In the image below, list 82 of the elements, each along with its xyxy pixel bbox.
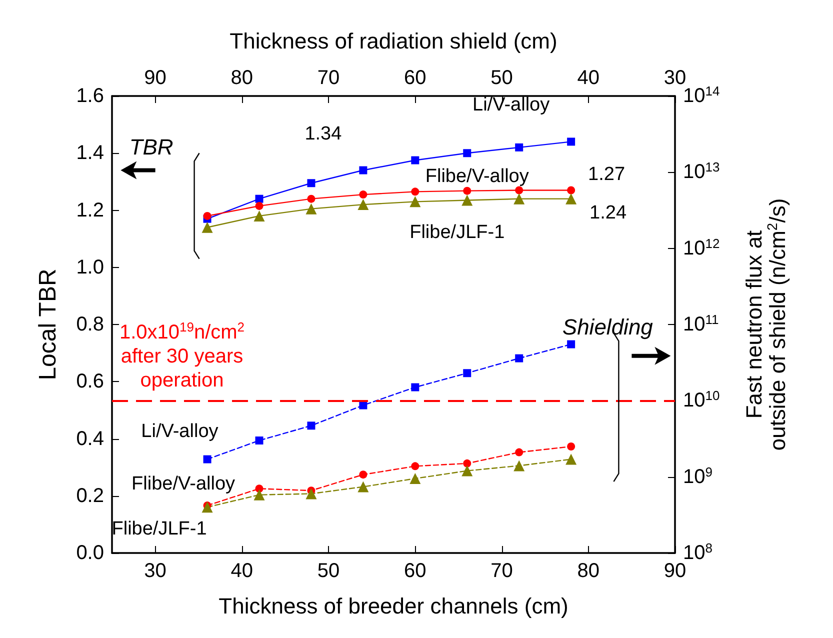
x2-tick-label: 40 — [577, 67, 600, 89]
point — [255, 202, 264, 210]
y-tick-label: 1.0 — [76, 256, 104, 278]
point — [254, 489, 265, 500]
point — [515, 186, 524, 194]
x-axis-title: Thickness of breeder channels (cm) — [218, 594, 568, 618]
point — [255, 194, 264, 203]
point — [463, 186, 472, 195]
point — [462, 465, 473, 476]
x-tick-label: 30 — [144, 560, 166, 582]
annotation: TBR — [129, 134, 174, 160]
point — [463, 369, 472, 378]
point — [462, 194, 473, 206]
data-label: 1.27 — [588, 164, 626, 185]
y-tick-label: 0.8 — [76, 314, 104, 336]
series-label: Flibe/V-alloy — [425, 166, 530, 187]
point — [514, 193, 525, 204]
x-tick-label: 50 — [317, 560, 340, 582]
point — [567, 340, 576, 348]
point — [567, 138, 576, 146]
point — [307, 179, 316, 188]
point — [515, 448, 524, 456]
x-tick-label: 60 — [404, 560, 426, 582]
x-tick-label: 40 — [230, 560, 254, 582]
y-tick-label: 0.0 — [76, 542, 104, 564]
point — [359, 470, 368, 479]
point — [359, 401, 368, 410]
x2-tick-label: 90 — [144, 67, 166, 89]
y-tick-label: 1.2 — [76, 199, 104, 222]
x-tick-label: 90 — [664, 560, 686, 582]
point — [411, 156, 420, 164]
point — [411, 462, 420, 470]
point — [411, 383, 420, 392]
point — [410, 473, 421, 484]
point — [307, 422, 316, 430]
x2-tick-label: 80 — [230, 67, 254, 89]
y-tick-label: 0.2 — [76, 484, 104, 507]
point — [567, 186, 576, 194]
y-tick-label: 1.6 — [76, 85, 104, 107]
y-tick-label: 0.4 — [76, 428, 104, 450]
point — [463, 149, 472, 158]
series-label: Flibe/JLF-1 — [410, 222, 505, 243]
x2-axis-title: Thickness of radiation shield (cm) — [230, 28, 558, 54]
point — [359, 166, 368, 174]
point — [567, 442, 576, 451]
point — [566, 454, 577, 465]
x2-tick-label: 60 — [404, 67, 426, 89]
point — [411, 188, 420, 196]
point — [255, 436, 264, 444]
point — [463, 459, 472, 468]
point — [358, 481, 369, 492]
y-tick-label: 1.4 — [76, 142, 104, 164]
point — [359, 190, 368, 199]
point — [203, 212, 212, 220]
x-tick-label: 80 — [577, 560, 600, 582]
x2-tick-label: 70 — [317, 67, 340, 89]
series-label: Li/V-alloy — [141, 420, 219, 442]
point — [202, 222, 213, 233]
series-label: Li/V-alloy — [472, 94, 550, 116]
point — [306, 203, 317, 214]
annotation: Shielding — [562, 314, 654, 340]
point — [410, 196, 421, 208]
point — [254, 210, 265, 222]
x2-tick-label: 50 — [490, 67, 513, 89]
y-axis-title: Local TBR — [34, 268, 62, 380]
series-label: Flibe/JLF-1 — [112, 518, 207, 540]
point — [514, 460, 525, 472]
point — [515, 143, 524, 152]
y2-axis-title: Fast neutron flux at outside of shield (n/cm2/s) — [742, 198, 790, 451]
data-label: 1.24 — [590, 202, 627, 224]
y-tick-label: 0.6 — [76, 370, 104, 393]
point — [515, 354, 524, 362]
point — [358, 199, 369, 210]
x2-tick-label: 30 — [664, 67, 686, 89]
point — [203, 455, 212, 464]
x-tick-label: 70 — [490, 560, 513, 582]
point — [306, 488, 317, 500]
point — [202, 502, 213, 513]
data-label: 1.34 — [304, 123, 342, 144]
series-label: Flibe/V-alloy — [132, 474, 236, 495]
point — [566, 193, 577, 204]
point — [307, 194, 316, 203]
